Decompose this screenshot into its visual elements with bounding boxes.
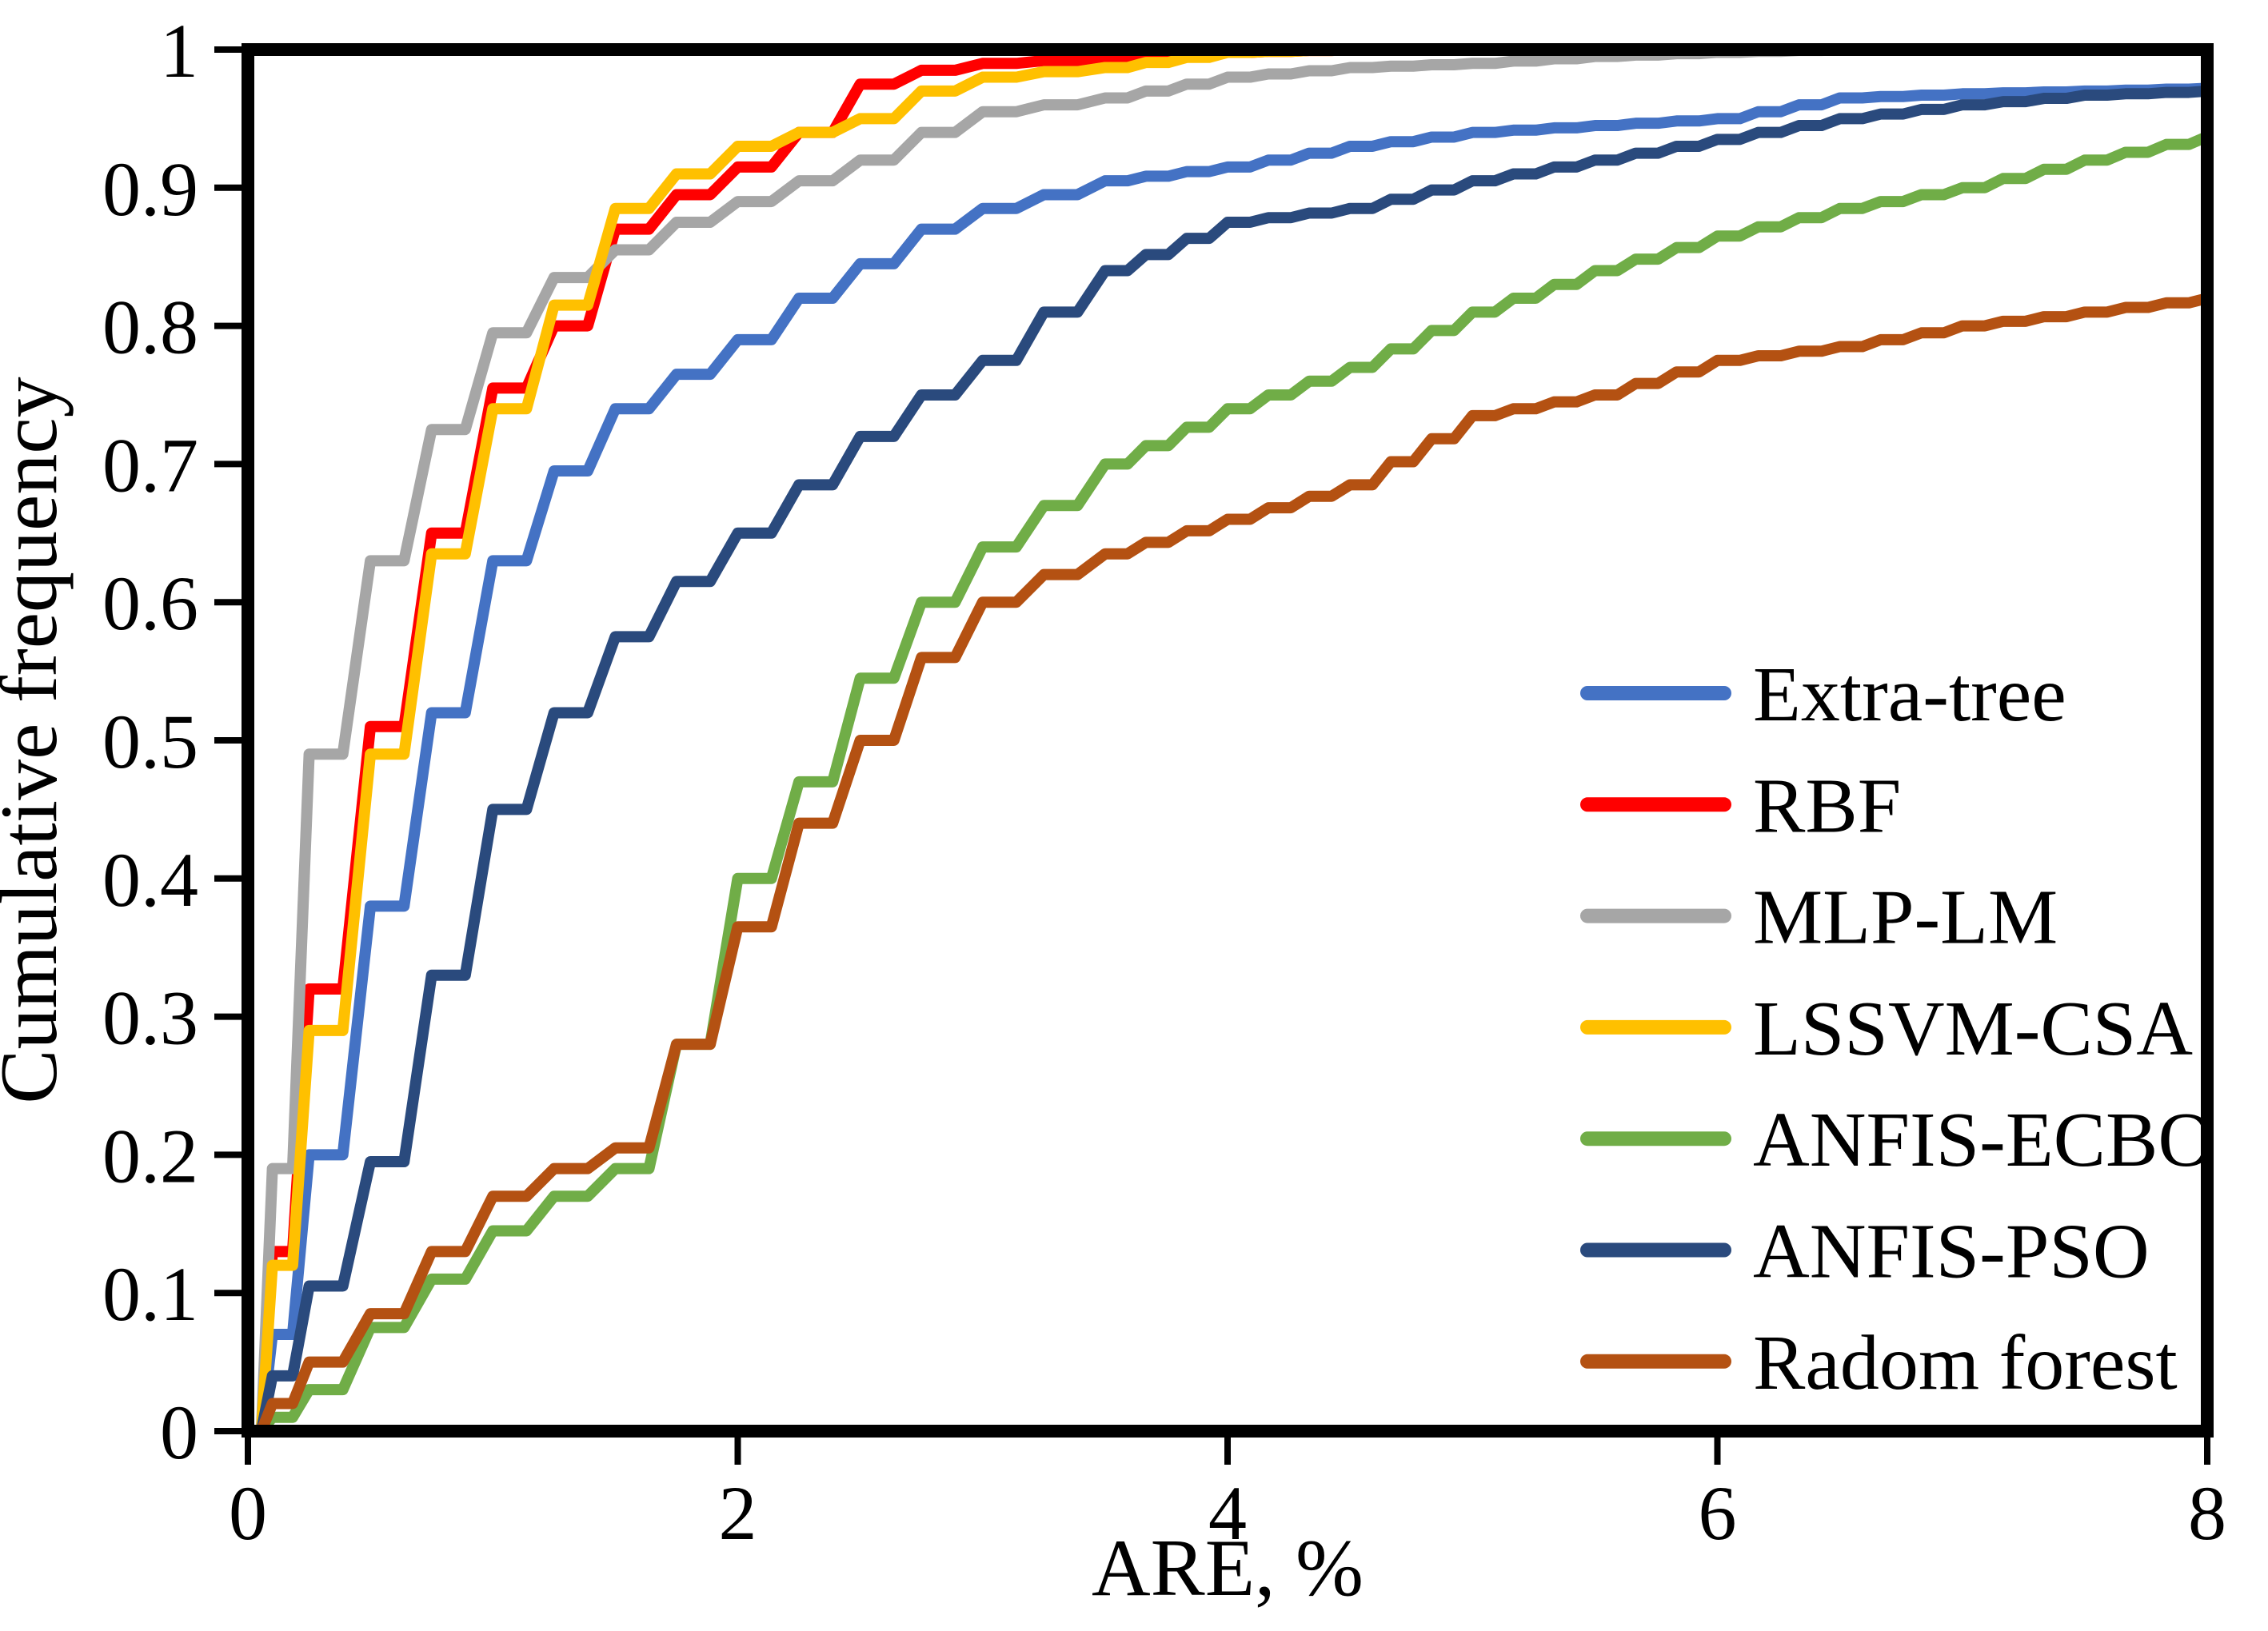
legend-label-anfis-ecbo: ANFIS-ECBO [1753,1097,2214,1183]
x-tick-label: 4 [1208,1470,1247,1556]
legend-item-extra-tree: Extra-tree [1580,652,2066,738]
legend-label-radom-forest: Radom forest [1753,1320,2178,1406]
plot-border [242,43,2214,1438]
y-tick-label: 0.9 [102,146,198,232]
y-tick-label: 1 [160,8,198,94]
y-tick-label: 0.2 [102,1113,198,1198]
y-tick-label: 0.4 [102,837,198,923]
x-axis-title: ARE, % [1092,1523,1364,1613]
axis-tick-labels: 0 2 4 6 8 0 0.1 0.2 0.3 0.4 0.5 0.6 0.7 0.8 0.9 1 [102,8,2226,1556]
legend-item-anfis-ecbo: ANFIS-ECBO [1580,1097,2214,1183]
y-tick-label: 0.6 [102,560,198,646]
y-tick-label: 0.5 [102,699,198,784]
legend-item-lssvm-csa: LSSVM-CSA [1580,986,2193,1072]
x-tick-label: 6 [1699,1470,1737,1556]
series-line-anfis-pso [242,85,2213,1437]
legend-label-anfis-pso: ANFIS-PSO [1753,1209,2150,1295]
series-line-radom-forest [242,293,2213,1437]
legend-label-rbf: RBF [1753,763,1901,849]
x-tick-label: 8 [2188,1470,2226,1556]
axis-ticks [214,46,2210,1465]
y-tick-label: 0.7 [102,422,198,508]
plot-frame [242,43,2214,1438]
legend: Extra-tree RBF MLP-LM LSSVM-CSA ANFIS-ECBO AN… [1580,652,2214,1406]
legend-item-radom-forest: Radom forest [1580,1320,2178,1406]
series-line-extra-tree [242,82,2213,1437]
y-tick-label: 0.8 [102,285,198,370]
legend-item-mlp-lm: MLP-LM [1580,875,2058,961]
y-axis-title: Cumulative frequency [0,377,74,1103]
series-group [242,44,2213,1437]
y-tick-label: 0 [160,1390,198,1475]
legend-label-extra-tree: Extra-tree [1753,652,2066,738]
legend-label-mlp-lm: MLP-LM [1753,875,2058,961]
series-line-anfis-ecbo [242,130,2213,1437]
x-tick-label: 0 [229,1470,267,1556]
legend-label-lssvm-csa: LSSVM-CSA [1753,986,2193,1072]
x-tick-label: 2 [719,1470,757,1556]
y-tick-label: 0.1 [102,1251,198,1337]
legend-item-rbf: RBF [1580,763,1901,849]
legend-item-anfis-pso: ANFIS-PSO [1580,1209,2150,1295]
y-tick-label: 0.3 [102,975,198,1061]
